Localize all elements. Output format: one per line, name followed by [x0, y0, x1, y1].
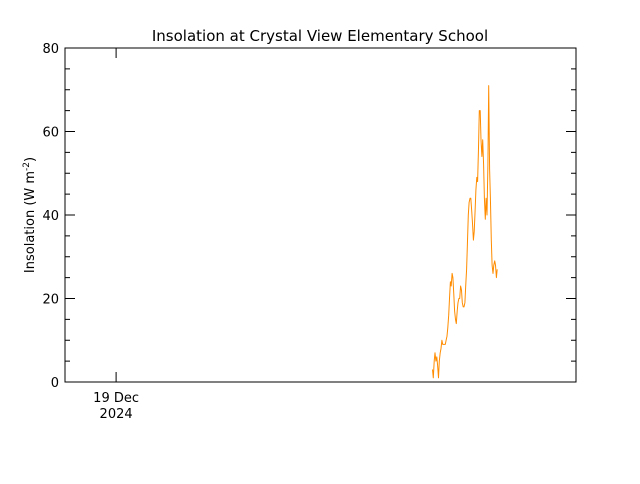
- y-tick-label: 60: [42, 126, 59, 141]
- x-axis: 19 Dec 2024: [93, 48, 139, 422]
- y-axis-label-text: Insolation (W m: [23, 171, 38, 273]
- plot-frame: [64, 47, 577, 383]
- y-axis-label: Insolation (W m-2): [22, 157, 38, 273]
- y-tick-label: 0: [51, 376, 59, 391]
- y-tick-label: 20: [42, 293, 59, 308]
- y-axis: 0 20 40 60 80: [42, 42, 576, 391]
- y-tick-label: 40: [42, 209, 59, 224]
- series-layer: [432, 85, 498, 379]
- y-axis-label-close: ): [23, 157, 38, 162]
- x-tick-label-year: 2024: [100, 407, 133, 422]
- y-tick-label: 80: [42, 42, 59, 57]
- chart-title: Insolation at Crystal View Elementary Sc…: [152, 27, 488, 45]
- series-line: [432, 85, 498, 379]
- x-tick-label-date: 19 Dec: [93, 391, 139, 406]
- y-axis-label-superscript: -2: [22, 162, 32, 171]
